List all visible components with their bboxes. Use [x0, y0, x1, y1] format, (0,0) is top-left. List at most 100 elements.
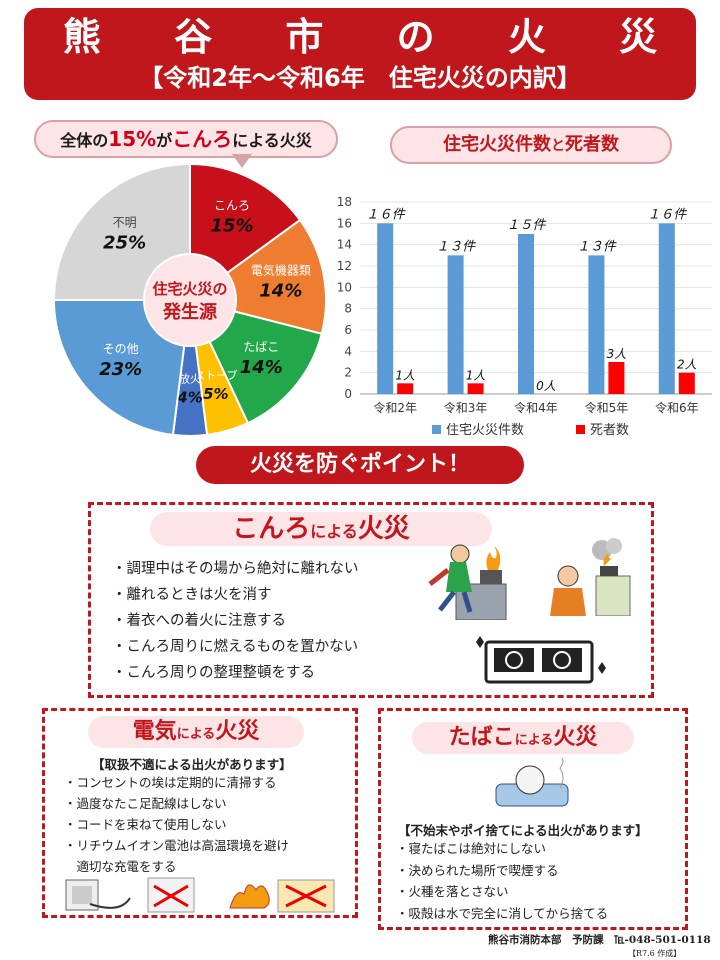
- y-tick-label: 18: [337, 195, 352, 209]
- pie-slice-value-3: 5%: [203, 385, 228, 403]
- x-category-label: 令和6年: [655, 400, 699, 415]
- pie-slice-value-1: 14%: [259, 281, 302, 302]
- pie-slice-value-0: 15%: [210, 216, 253, 237]
- bar-deaths-label: 1人: [395, 368, 415, 382]
- konro-title-tail: 火災: [357, 514, 410, 544]
- pie-slice-name-6: 不明: [113, 216, 137, 230]
- pie-slice-value-5: 23%: [99, 359, 142, 380]
- x-category-label: 令和4年: [514, 400, 558, 415]
- pie-caption-middle: が: [156, 131, 173, 150]
- pie-caption: 全体の15%がこんろによる火災: [34, 120, 338, 168]
- pie-center-line2: 発生源: [162, 301, 217, 323]
- sleeping-smoker-illustration: [495, 758, 569, 807]
- pie-slice-name-1: 電気機器類: [251, 263, 311, 278]
- page-title: 熊 谷 市 の 火 災: [62, 15, 688, 59]
- y-tick-label: 6: [344, 323, 352, 337]
- elderly-cooking-illustration: [550, 538, 631, 616]
- bar-deaths: [467, 383, 484, 394]
- list-item: ・こんろ周りに燃えるものを置かない: [112, 639, 359, 655]
- pie-caption-cause: こんろ: [172, 127, 233, 151]
- bar-cases-label: １６件: [647, 207, 687, 222]
- list-item: 適切な充電をする: [64, 859, 177, 874]
- konro-title-suffix: による: [310, 522, 358, 541]
- pie-caption-percent: 15%: [108, 127, 157, 151]
- bar-cases: [518, 234, 534, 394]
- pie-slice-name-3: ストーブ: [194, 368, 237, 382]
- legend-label-cases: 住宅火災件数: [446, 423, 524, 438]
- bar-cases: [588, 255, 605, 394]
- konro-box: [88, 502, 654, 698]
- cooking-person-illustration: [428, 544, 507, 620]
- y-tick-label: 10: [337, 280, 352, 294]
- bar-cases-label: １６件: [366, 207, 406, 222]
- bar-cases: [377, 223, 394, 394]
- bar-deaths: [608, 362, 625, 394]
- y-tick-label: 2: [344, 366, 352, 380]
- list-item: ・火種を落とさない: [396, 884, 509, 899]
- pie-slice-name-4: 放火: [179, 371, 201, 385]
- bar-caption-text3: 死者数: [565, 134, 619, 155]
- tabako-title-tail: 火災: [553, 725, 598, 750]
- tabako-title: たばこによる火災: [412, 722, 634, 754]
- page-subtitle: 【令和2年～令和6年 住宅火災の内訳】: [139, 64, 581, 92]
- pie-center-line1: 住宅火災の: [152, 280, 227, 298]
- list-item: ・調理中はその場から絶対に離れない: [112, 561, 359, 577]
- list-item: ・過度なたこ足配線はしない: [64, 796, 227, 811]
- bar-deaths-label: 0人: [536, 379, 556, 393]
- denki-box: [42, 708, 358, 918]
- konro-title: こんろによる火災: [150, 512, 492, 546]
- pie-slice-value-6: 25%: [103, 233, 146, 254]
- header-banner: 熊 谷 市 の 火 災 【令和2年～令和6年 住宅火災の内訳】: [24, 8, 696, 100]
- pie-slice-name-2: たばこ: [243, 340, 279, 354]
- pie-center-circle: [143, 253, 237, 347]
- y-tick-label: 12: [337, 259, 352, 273]
- y-tick-label: 16: [337, 216, 352, 230]
- list-item: ・リチウムイオン電池は高温環境を避け: [64, 838, 290, 853]
- bar-caption: 住宅火災件数と死者数: [390, 126, 672, 164]
- list-item: ・寝たばこは絶対にしない: [396, 841, 547, 856]
- prevent-banner: 火災を防ぐポイント！: [196, 446, 524, 484]
- list-item: ・着衣への着火に注意する: [112, 613, 286, 629]
- denki-title: 電気による火災: [88, 716, 304, 748]
- bar-cases-label: １３件: [436, 239, 476, 254]
- bar-cases: [447, 255, 464, 394]
- electrical-hazards-illustration: [65, 877, 335, 913]
- bar-deaths: [678, 372, 695, 394]
- pie-slice-value-4: 4%: [176, 388, 202, 406]
- bar-caption-text1: 住宅火災件数: [443, 134, 551, 155]
- y-tick-label: 0: [344, 387, 352, 401]
- bar-cases-label: １３件: [577, 239, 617, 254]
- bar-cases-label: １５件: [506, 218, 546, 233]
- tabako-note: 【不始末やポイ捨てによる出火があります】: [398, 823, 648, 838]
- y-tick-label: 8: [344, 302, 352, 316]
- list-item: ・コンセントの埃は定期的に清掃する: [64, 775, 277, 790]
- bar-deaths-label: 2人: [677, 358, 697, 372]
- list-item: ・吸殻は水で完全に消してから捨てる: [396, 905, 609, 921]
- list-item: ・決められた場所で喫煙する: [396, 862, 559, 878]
- pie-slice-value-2: 14%: [240, 357, 283, 378]
- tabako-box: [378, 708, 688, 930]
- tabako-title-main: たばこ: [448, 725, 515, 750]
- list-item: ・コードを束ねて使用しない: [64, 817, 227, 832]
- tabako-list: ・寝たばこは絶対にしない ・決められた場所で喫煙する ・火種を落とさない ・吸殻…: [396, 838, 686, 924]
- legend-label-deaths: 死者数: [590, 423, 629, 438]
- denki-title-suffix: による: [176, 727, 216, 742]
- denki-title-tail: 火災: [215, 719, 260, 744]
- pie-caption-tail: [232, 154, 252, 168]
- konro-list: ・調理中はその場から絶対に離れない ・離れるときは火を消す ・着衣への着火に注意…: [112, 556, 412, 686]
- x-category-label: 令和2年: [373, 400, 417, 415]
- bar-cases: [658, 223, 675, 394]
- pie-slice-name-5: その他: [103, 342, 139, 356]
- bar-deaths-label: 3人: [607, 347, 627, 361]
- legend-swatch-cases: [432, 425, 441, 434]
- list-item: ・離れるときは火を消す: [112, 587, 272, 603]
- legend-swatch-deaths: [576, 425, 585, 434]
- stove-illustration: [476, 636, 606, 684]
- bar-deaths: [397, 383, 414, 394]
- list-item: ・こんろ周りの整理整頓をする: [112, 665, 315, 681]
- denki-list: ・コンセントの埃は定期的に清掃する ・過度なたこ足配線はしない ・コードを束ねて…: [64, 772, 354, 877]
- denki-note: 【取扱不適による出火があります】: [92, 757, 292, 772]
- footer-org: 熊谷市消防本部 予防課 ℡-048-501-0118: [488, 934, 711, 946]
- pie-caption-prefix: 全体の: [60, 131, 109, 150]
